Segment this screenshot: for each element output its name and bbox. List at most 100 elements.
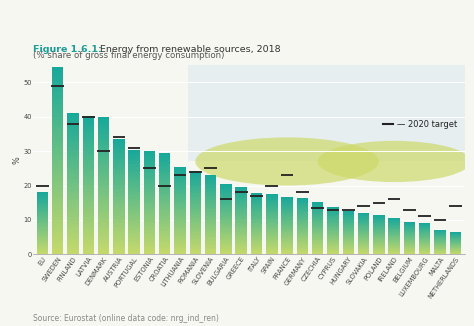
- Bar: [373, 233, 384, 234]
- Bar: [251, 204, 262, 205]
- Bar: [236, 200, 247, 201]
- Bar: [327, 213, 339, 214]
- Bar: [128, 218, 140, 219]
- Bar: [190, 251, 201, 253]
- Bar: [98, 117, 109, 119]
- Bar: [174, 203, 186, 205]
- Bar: [373, 242, 384, 243]
- Bar: [373, 232, 384, 233]
- Bar: [373, 219, 384, 220]
- Bar: [312, 244, 323, 245]
- Bar: [388, 233, 400, 234]
- Bar: [113, 185, 125, 187]
- Bar: [312, 226, 323, 227]
- Bar: [282, 233, 293, 234]
- Bar: [343, 253, 354, 254]
- Bar: [82, 137, 94, 139]
- Bar: [404, 250, 415, 251]
- Bar: [343, 217, 354, 218]
- Bar: [159, 182, 171, 184]
- Bar: [159, 202, 171, 204]
- Bar: [174, 235, 186, 237]
- Bar: [36, 243, 48, 244]
- Bar: [205, 183, 216, 184]
- Bar: [52, 235, 64, 239]
- Bar: [113, 162, 125, 164]
- Bar: [282, 199, 293, 200]
- Bar: [98, 245, 109, 247]
- Bar: [128, 150, 140, 152]
- Bar: [358, 235, 369, 236]
- Bar: [419, 252, 430, 253]
- Bar: [52, 195, 64, 198]
- Bar: [128, 230, 140, 232]
- Bar: [159, 232, 171, 234]
- Bar: [312, 247, 323, 248]
- Bar: [82, 197, 94, 199]
- Bar: [358, 221, 369, 222]
- Bar: [174, 232, 186, 234]
- Bar: [282, 242, 293, 243]
- Bar: [266, 228, 278, 230]
- Bar: [128, 215, 140, 216]
- Bar: [190, 238, 201, 239]
- Bar: [190, 221, 201, 222]
- Bar: [67, 209, 79, 212]
- Bar: [388, 222, 400, 223]
- Bar: [36, 204, 48, 205]
- Bar: [52, 173, 64, 176]
- Bar: [82, 201, 94, 203]
- Bar: [36, 233, 48, 234]
- Bar: [419, 226, 430, 227]
- Bar: [220, 232, 232, 233]
- Bar: [190, 201, 201, 203]
- Bar: [98, 206, 109, 209]
- Bar: [82, 169, 94, 171]
- Bar: [144, 172, 155, 173]
- Bar: [205, 213, 216, 215]
- Bar: [434, 231, 446, 232]
- Bar: [128, 213, 140, 215]
- Bar: [205, 207, 216, 208]
- Bar: [113, 171, 125, 173]
- Bar: [343, 240, 354, 241]
- Bar: [159, 231, 171, 232]
- Bar: [98, 238, 109, 241]
- Bar: [128, 160, 140, 162]
- Bar: [358, 217, 369, 218]
- Bar: [236, 220, 247, 222]
- Bar: [358, 242, 369, 243]
- Bar: [282, 217, 293, 218]
- Bar: [82, 134, 94, 137]
- Bar: [266, 220, 278, 221]
- Bar: [419, 250, 430, 251]
- Bar: [358, 219, 369, 220]
- Bar: [205, 197, 216, 199]
- Bar: [67, 238, 79, 240]
- Bar: [128, 223, 140, 225]
- Bar: [36, 235, 48, 236]
- Bar: [327, 230, 339, 231]
- Bar: [327, 242, 339, 243]
- Bar: [220, 205, 232, 206]
- Bar: [450, 238, 461, 239]
- Bar: [434, 235, 446, 236]
- Bar: [67, 233, 79, 235]
- Bar: [144, 222, 155, 223]
- Bar: [236, 239, 247, 240]
- Bar: [419, 239, 430, 240]
- Bar: [236, 228, 247, 230]
- Bar: [388, 251, 400, 252]
- Bar: [144, 198, 155, 199]
- Bar: [144, 161, 155, 163]
- Bar: [220, 235, 232, 237]
- Bar: [113, 239, 125, 241]
- Bar: [297, 238, 308, 239]
- Bar: [297, 225, 308, 226]
- Bar: [159, 219, 171, 221]
- Bar: [113, 146, 125, 148]
- Bar: [82, 130, 94, 132]
- Bar: [236, 247, 247, 249]
- Bar: [159, 180, 171, 182]
- Bar: [266, 198, 278, 199]
